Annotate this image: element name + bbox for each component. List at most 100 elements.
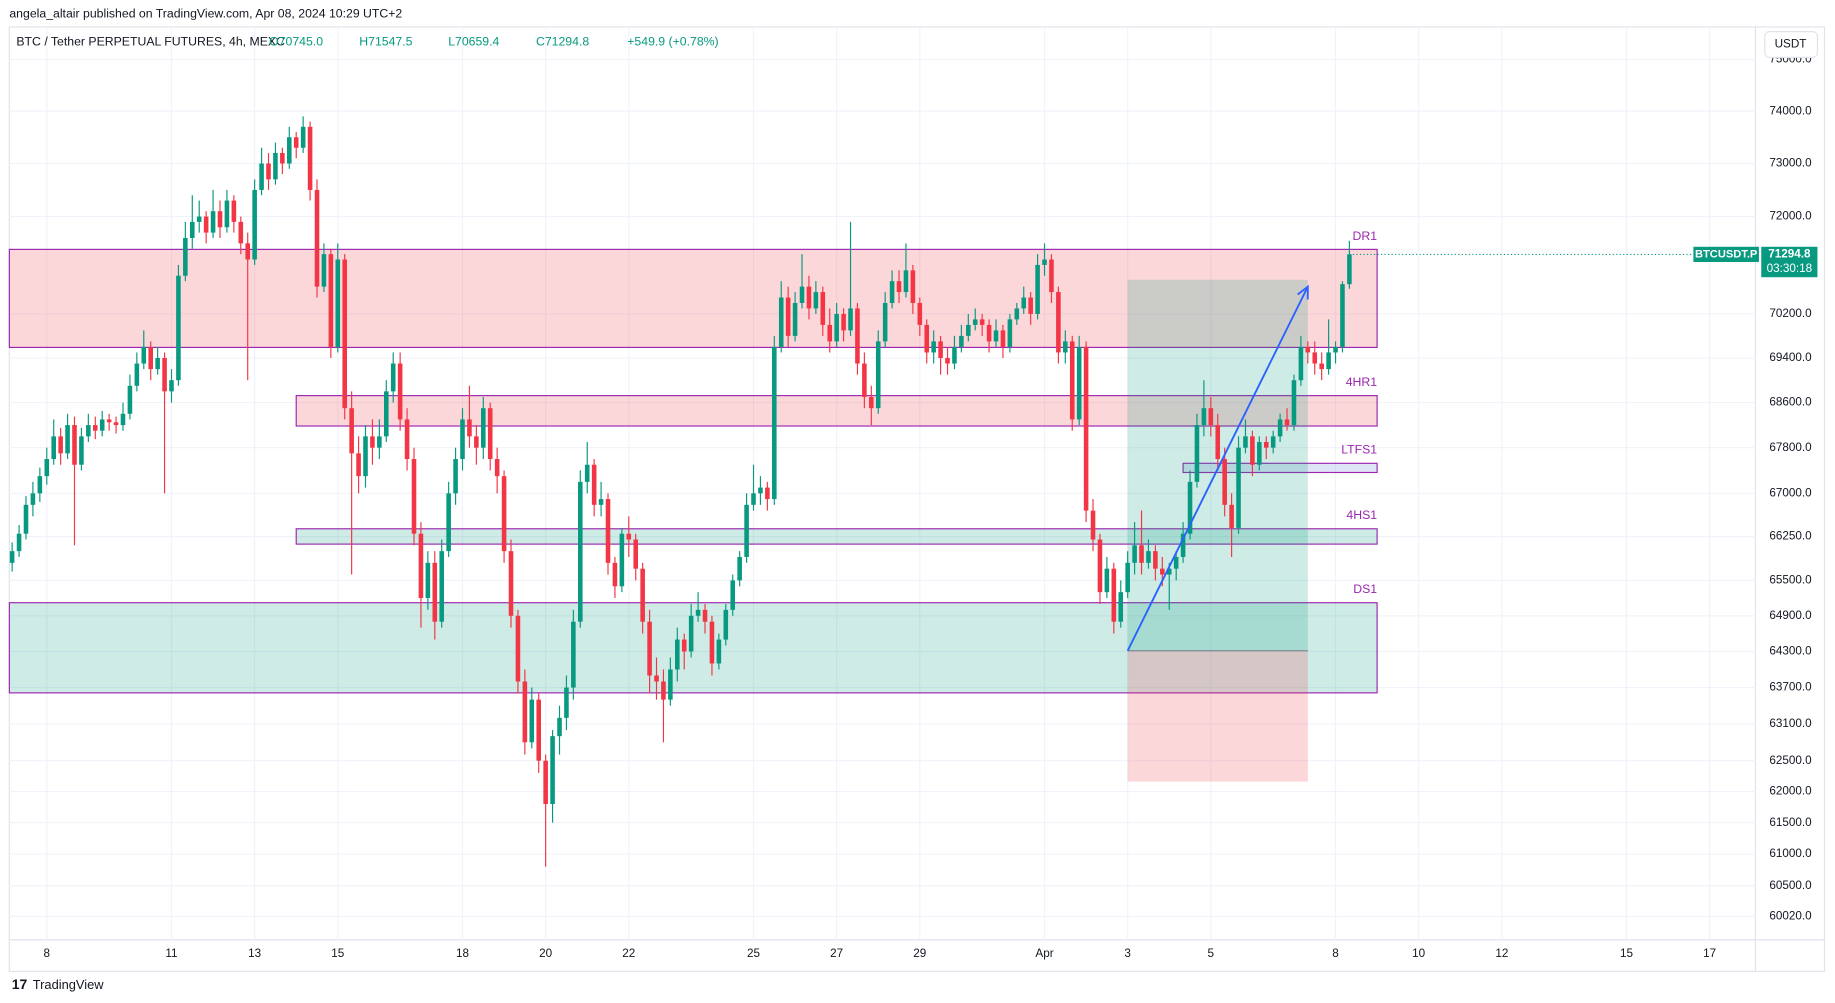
candle-body <box>765 487 770 500</box>
candle-body <box>127 385 133 414</box>
candle-body <box>390 363 396 392</box>
candle-body <box>1007 319 1013 347</box>
x-tick-label: 5 <box>1208 947 1215 960</box>
candle-body <box>515 615 521 682</box>
candle-body <box>425 562 431 599</box>
candle-body <box>162 357 167 392</box>
candle-body <box>640 568 645 622</box>
candle-body <box>1194 425 1200 482</box>
currency-button[interactable] <box>1764 31 1819 58</box>
candle-body <box>460 419 465 460</box>
candle-body <box>799 286 805 303</box>
candle-body <box>522 681 528 743</box>
candle-body <box>397 363 403 420</box>
currency-button-label[interactable]: USDT <box>1775 38 1807 51</box>
candle-body <box>972 319 978 325</box>
candle-body <box>1014 308 1020 320</box>
y-tick-label: 70200.0 <box>1769 307 1812 320</box>
candle-body <box>1118 592 1124 622</box>
candle-body <box>1042 259 1047 265</box>
annotations: DR1 4HR1 LTFS1 4HS1 DS1 BTCUSDT.P 71294.8 03:30… <box>1126 229 1818 652</box>
candle-body <box>411 459 417 534</box>
candle-body <box>896 281 902 293</box>
candle-body <box>1180 533 1186 557</box>
y-tick-label: 61500.0 <box>1769 816 1812 829</box>
candle-body <box>917 302 923 325</box>
symbol-badge-label: BTCUSDT.P <box>1695 248 1758 260</box>
candle-body <box>1166 568 1172 575</box>
x-tick-label: 20 <box>539 947 553 960</box>
candle-body <box>550 736 555 804</box>
ohlc-value: H71547.5 <box>359 34 412 48</box>
x-tick-label: 27 <box>830 947 843 960</box>
candle-body <box>1326 352 1331 370</box>
candle-body <box>92 425 98 431</box>
symbol-badge <box>1693 246 1759 263</box>
candle-body <box>169 380 174 392</box>
candle-body <box>966 324 971 336</box>
candle-body <box>612 562 618 587</box>
candle-body <box>889 281 895 303</box>
candle-body <box>266 163 271 180</box>
candle-body <box>1291 380 1297 426</box>
x-tick-label: 13 <box>248 947 261 960</box>
x-tick-label: 11 <box>165 947 177 960</box>
y-tick-label: 65500.0 <box>1769 573 1812 586</box>
candle-body <box>571 621 576 688</box>
candle-body <box>467 419 472 437</box>
candle-body <box>661 681 666 700</box>
candle-body <box>924 324 930 353</box>
candle-body <box>1104 568 1110 593</box>
zone-label: DR1 <box>1353 229 1378 243</box>
x-tick-label: 10 <box>1412 947 1426 960</box>
candle-body <box>578 481 583 622</box>
candle-body <box>1298 346 1304 381</box>
y-tick-label: 67000.0 <box>1769 486 1812 499</box>
candle-body <box>723 609 729 640</box>
candle-body <box>217 211 223 228</box>
candle-body <box>86 425 91 437</box>
y-tick-label: 64900.0 <box>1769 609 1812 622</box>
candle-body <box>1028 297 1033 314</box>
y-tick-label: 68600.0 <box>1769 396 1812 409</box>
candle-body <box>1257 442 1262 465</box>
chart-frame <box>8 26 1826 972</box>
x-tick-label: 8 <box>44 947 51 960</box>
candle-body <box>356 453 361 477</box>
candle-body <box>370 436 375 448</box>
zone-label: 4HS1 <box>1346 508 1377 522</box>
candle-body <box>605 499 611 563</box>
candle-body <box>1319 363 1324 370</box>
candle-body <box>99 419 105 431</box>
grid: 75000.074000.073000.072000.070200.069400… <box>9 26 1812 960</box>
candle-body <box>875 341 881 409</box>
candle-body <box>1312 352 1318 364</box>
candle-body <box>1097 539 1103 593</box>
candle-body <box>196 216 202 222</box>
candle-body <box>72 425 77 465</box>
candle-body <box>737 556 742 581</box>
candle-body <box>113 422 119 426</box>
candle-body <box>986 324 992 342</box>
candle-body <box>224 200 230 228</box>
candle-body <box>1090 510 1096 540</box>
y-tick-label: 60020.0 <box>1769 909 1812 922</box>
candle-body <box>1125 562 1130 593</box>
candle-body <box>709 621 715 664</box>
candle-body <box>474 436 479 448</box>
candle-body <box>903 270 909 293</box>
candle-body <box>1243 436 1248 448</box>
zone <box>295 528 1378 545</box>
candle-body <box>869 396 874 409</box>
ohlc-value: +549.9 (+0.78%) <box>627 34 718 48</box>
candle-body <box>106 419 112 423</box>
candle-body <box>1069 341 1075 420</box>
candle-body <box>120 413 126 426</box>
x-tick-label: 8 <box>1332 947 1339 960</box>
candle-body <box>647 621 652 676</box>
candle-body <box>778 297 784 347</box>
candle-body <box>1021 297 1027 309</box>
logo: TradingView <box>33 977 104 992</box>
candle-body <box>1056 292 1061 353</box>
